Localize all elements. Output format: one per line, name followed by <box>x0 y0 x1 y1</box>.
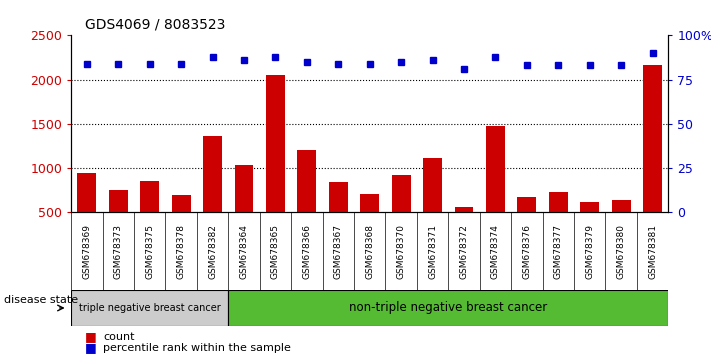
Text: non-triple negative breast cancer: non-triple negative breast cancer <box>349 302 547 314</box>
Bar <box>454 207 474 212</box>
Text: GSM678372: GSM678372 <box>459 224 469 279</box>
Bar <box>77 173 96 212</box>
Text: ■: ■ <box>85 331 97 343</box>
Text: GSM678365: GSM678365 <box>271 224 280 279</box>
Text: GSM678380: GSM678380 <box>616 224 626 279</box>
Text: GSM678375: GSM678375 <box>145 224 154 279</box>
Text: ■: ■ <box>85 341 97 354</box>
Bar <box>643 65 662 212</box>
Bar <box>71 290 228 326</box>
Bar <box>392 175 410 212</box>
Bar <box>228 290 668 326</box>
Bar <box>109 190 128 212</box>
Bar <box>423 159 442 212</box>
Text: GSM678381: GSM678381 <box>648 224 657 279</box>
Bar <box>266 75 285 212</box>
Bar <box>360 194 379 212</box>
Bar <box>203 136 222 212</box>
Text: GSM678376: GSM678376 <box>523 224 531 279</box>
Text: GSM678379: GSM678379 <box>585 224 594 279</box>
Bar <box>580 202 599 212</box>
Text: GSM678368: GSM678368 <box>365 224 374 279</box>
Bar <box>329 182 348 212</box>
Text: GSM678382: GSM678382 <box>208 224 217 279</box>
Text: disease state: disease state <box>4 295 77 305</box>
Bar <box>611 200 631 212</box>
Text: GSM678364: GSM678364 <box>240 224 248 279</box>
Text: GSM678366: GSM678366 <box>302 224 311 279</box>
Text: GSM678371: GSM678371 <box>428 224 437 279</box>
Text: count: count <box>103 332 134 342</box>
Text: percentile rank within the sample: percentile rank within the sample <box>103 343 291 353</box>
Bar <box>518 198 536 212</box>
Bar <box>140 181 159 212</box>
Text: GSM678370: GSM678370 <box>397 224 406 279</box>
Bar <box>549 192 568 212</box>
Text: triple negative breast cancer: triple negative breast cancer <box>79 303 220 313</box>
Bar <box>171 195 191 212</box>
Text: GSM678377: GSM678377 <box>554 224 563 279</box>
Text: GSM678367: GSM678367 <box>333 224 343 279</box>
Text: GSM678369: GSM678369 <box>82 224 91 279</box>
Text: GSM678373: GSM678373 <box>114 224 123 279</box>
Bar <box>297 150 316 212</box>
Bar <box>235 165 253 212</box>
Text: GSM678378: GSM678378 <box>176 224 186 279</box>
Bar <box>486 126 505 212</box>
Text: GDS4069 / 8083523: GDS4069 / 8083523 <box>85 18 225 32</box>
Text: GSM678374: GSM678374 <box>491 224 500 279</box>
